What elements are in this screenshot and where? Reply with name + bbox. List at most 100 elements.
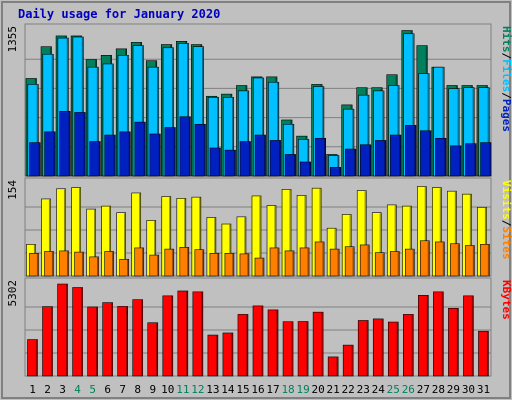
bar-kbytes-day-1-fill	[27, 339, 38, 377]
bar-pages-day-4-fill	[74, 112, 86, 177]
bar-files-day-23-shade	[367, 95, 369, 176]
bar-pages-day-22-shade	[354, 149, 356, 176]
bar-kbytes-day-25-shade	[396, 322, 398, 376]
bar-kbytes-day-16	[252, 305, 264, 377]
bar-sites-day-2-shade	[51, 252, 54, 276]
bar-sites-day-11	[179, 247, 190, 277]
bar-sites-day-25-fill	[389, 251, 400, 277]
bar-kbytes-day-28-shade	[441, 292, 443, 376]
day-label-28: 28	[432, 383, 445, 396]
bar-files-day-5-shade	[96, 67, 99, 176]
day-label-19: 19	[296, 383, 309, 396]
bar-pages-day-25	[390, 134, 402, 177]
bar-pages-day-29	[450, 145, 462, 177]
bar-sites-day-2	[44, 251, 54, 277]
bar-kbytes-day-6	[102, 302, 113, 377]
bar-visits-day-12-shade	[199, 197, 201, 276]
bar-pages-day-4	[74, 112, 86, 177]
bar-pages-day-21-shade	[339, 167, 341, 176]
bar-visits-day-19-shade	[304, 195, 306, 276]
bar-pages-day-30-shade	[474, 144, 476, 176]
bar-kbytes-day-17-shade	[276, 310, 278, 376]
bar-sites-day-20-shade	[322, 242, 324, 276]
bar-sites-day-7-fill	[119, 258, 129, 277]
bar-kbytes-day-16-shade	[261, 306, 263, 376]
bar-pages-day-12-shade	[203, 124, 206, 176]
bar-kbytes-day-28-fill	[433, 291, 444, 377]
panel-3-legend: KBytes	[500, 280, 512, 320]
bar-sites-day-24	[374, 252, 385, 277]
legend-kbytes: KBytes	[500, 280, 512, 320]
bar-pages-day-10-shade	[173, 128, 175, 176]
panel-2-legend: Visits/Sites	[500, 180, 512, 260]
bar-kbytes-day-3	[57, 283, 68, 377]
bar-kbytes-day-29	[448, 308, 459, 377]
bar-kbytes-day-17-fill	[267, 309, 279, 377]
bar-pages-day-15	[239, 141, 251, 177]
bar-pages-day-27-fill	[420, 130, 432, 177]
bar-kbytes-day-25	[387, 321, 399, 377]
bar-sites-day-9	[149, 254, 160, 277]
bar-sites-day-21-fill	[329, 248, 340, 277]
bar-files-day-31-shade	[487, 88, 489, 176]
bar-kbytes-day-24-fill	[372, 318, 384, 377]
bar-kbytes-day-10	[162, 295, 174, 377]
bar-sites-day-19-shade	[307, 248, 309, 276]
bar-pages-day-19	[299, 161, 311, 177]
bar-sites-day-16-fill	[254, 257, 265, 277]
bar-sites-day-19-fill	[299, 247, 310, 277]
bar-kbytes-day-8-shade	[141, 300, 143, 376]
bar-kbytes-day-1-shade	[35, 340, 38, 376]
bar-pages-day-15-shade	[248, 142, 251, 176]
bar-pages-day-13	[209, 147, 221, 177]
bar-pages-day-22-fill	[344, 148, 357, 177]
bar-sites-day-25	[389, 251, 400, 277]
bar-files-day-9-shade	[156, 67, 159, 176]
bar-sites-day-29-shade	[457, 244, 460, 276]
bar-pages-day-6-fill	[104, 134, 116, 177]
bar-sites-day-26	[405, 248, 415, 277]
bar-sites-day-12-shade	[202, 250, 204, 276]
bar-kbytes-day-23	[357, 320, 369, 377]
bar-pages-day-11-shade	[188, 117, 191, 176]
bar-files-day-2-shade	[51, 54, 53, 176]
bar-sites-day-30-fill	[465, 245, 475, 277]
bar-kbytes-day-28	[433, 291, 444, 377]
bar-visits-day-28-shade	[439, 188, 441, 276]
day-label-17: 17	[266, 383, 279, 396]
bar-pages-day-8	[134, 121, 146, 177]
legend-visits: Visits	[500, 180, 512, 220]
bar-sites-day-10-fill	[164, 248, 175, 277]
day-label-29: 29	[447, 383, 460, 396]
bar-files-day-8-shade	[141, 46, 144, 176]
bar-pages-day-29-fill	[450, 145, 462, 177]
bar-kbytes-day-30-shade	[471, 296, 474, 376]
bar-visits-day-30-shade	[469, 194, 472, 276]
bar-sites-day-28	[435, 241, 445, 277]
day-label-22: 22	[342, 383, 355, 396]
day-label-20: 20	[312, 383, 325, 396]
bar-kbytes-day-12-shade	[201, 292, 203, 376]
bar-pages-day-24	[375, 140, 387, 177]
bar-files-day-21-shade	[337, 156, 339, 176]
bar-visits-day-5-shade	[94, 209, 96, 276]
bar-kbytes-day-6-fill	[102, 302, 113, 377]
bar-sites-day-22	[344, 246, 355, 277]
bar-visits-day-11-shade	[184, 198, 186, 276]
bar-pages-day-26-fill	[405, 125, 417, 177]
bar-visits-day-29-shade	[454, 191, 457, 276]
bar-sites-day-20	[314, 241, 325, 277]
bar-visits-day-9-shade	[154, 221, 156, 276]
bar-kbytes-day-10-shade	[171, 296, 173, 376]
bar-kbytes-day-26	[403, 314, 414, 377]
bar-sites-day-22-fill	[344, 246, 355, 277]
bar-sites-day-31-shade	[487, 244, 490, 276]
panel-2-max-label: 154	[6, 180, 19, 200]
day-label-12: 12	[191, 383, 204, 396]
bar-pages-day-9-shade	[158, 134, 160, 176]
bar-pages-day-20	[314, 137, 327, 177]
bar-sites-day-1	[29, 252, 39, 277]
panel-3: 5302 KBytes	[6, 277, 512, 377]
bar-sites-day-14-fill	[224, 252, 235, 277]
